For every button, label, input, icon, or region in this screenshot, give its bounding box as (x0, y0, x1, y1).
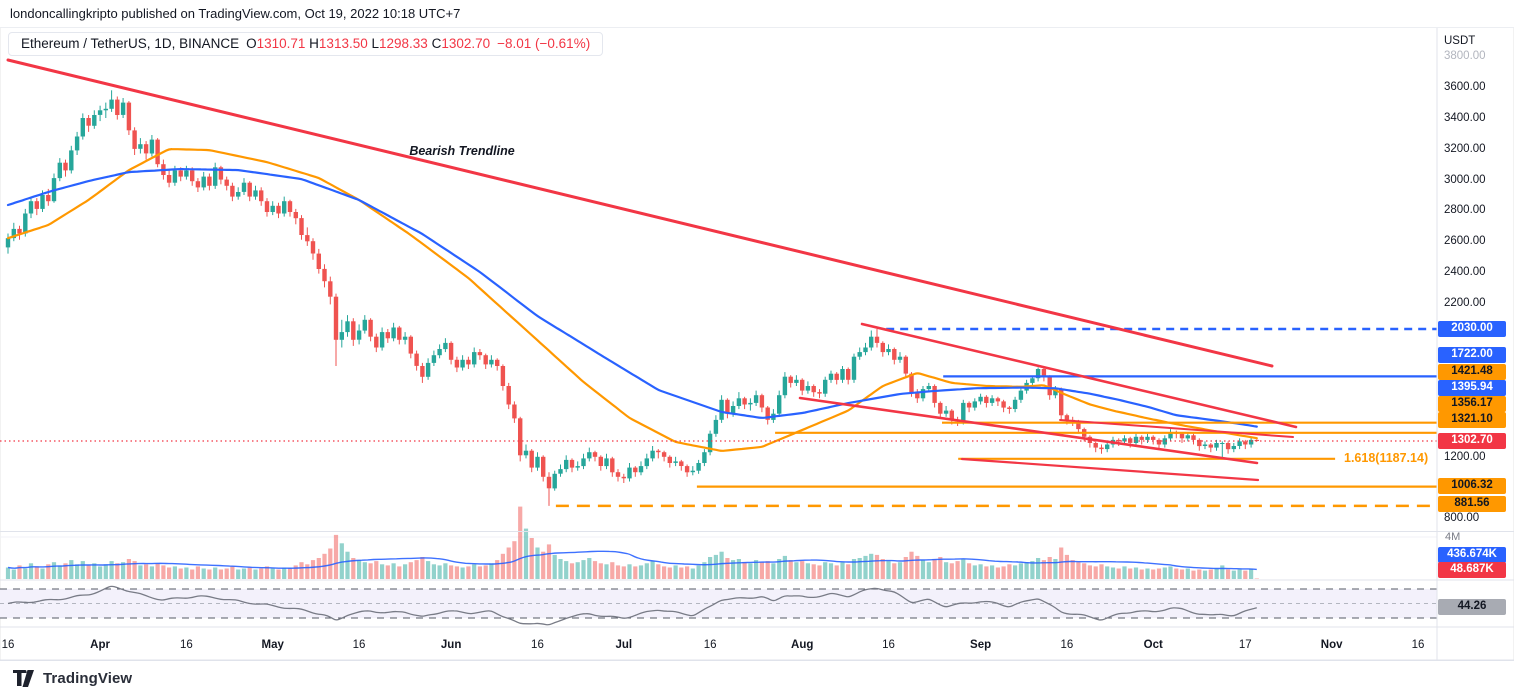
price-axis-tick: 2200.00 (1444, 296, 1486, 309)
price-axis-tick: 2400.00 (1444, 266, 1486, 279)
time-axis-day-tick: 16 (1411, 639, 1425, 651)
rsi-pane-background (0, 588, 1437, 619)
rsi-line (7, 585, 1257, 626)
volume-axis-label: 4M (1445, 531, 1461, 543)
trendline-label[interactable]: Bearish Trendline (409, 144, 515, 158)
last-price-label-pill: 1302.70 (1438, 433, 1506, 449)
price-axis-tick: 3800.00 (1444, 50, 1486, 63)
tradingview-logo-icon[interactable] (12, 668, 36, 689)
time-axis-day-tick: 16 (1060, 639, 1074, 651)
bearish-trendline (960, 457, 1260, 482)
volume-ma-label-pill: 436.674K (1438, 547, 1506, 563)
price-axis-tick: 1200.00 (1444, 450, 1486, 463)
bearish-trendline (798, 396, 1259, 465)
time-axis-day-tick: 16 (179, 639, 193, 651)
ohlc-value: 1302.70 (441, 36, 491, 51)
symbol-title: Ethereum / TetherUS, 1D, BINANCE (21, 36, 240, 51)
price-axis-tick: 3600.00 (1444, 81, 1486, 94)
attribution-bar: londoncallingkripto published on Trading… (0, 0, 1514, 28)
level-label-pill: 1722.00 (1438, 347, 1506, 363)
volume-ma-line (7, 550, 1257, 571)
candlesticks (5, 90, 1259, 506)
price-axis-unit: USDT (1444, 35, 1476, 47)
time-axis-day-tick: 16 (703, 639, 717, 651)
time-axis-day-tick: 16 (882, 639, 895, 651)
ohlc-key: L (371, 36, 379, 51)
time-axis-month-tick: Jul (615, 639, 633, 651)
level-label-pill: 881.56 (1438, 496, 1506, 512)
change-value: −8.01 (−0.61%) (497, 36, 591, 51)
price-axis-tick: 3400.00 (1444, 112, 1486, 125)
level-label-pill: 1421.48 (1438, 364, 1506, 380)
ohlc-values: O1310.71 H1313.50 L1298.33 C1302.70 (246, 36, 490, 51)
price-axis-tick: 3200.00 (1444, 142, 1486, 155)
symbol-header[interactable]: Ethereum / TetherUS, 1D, BINANCE O1310.7… (8, 32, 604, 56)
attribution-text: londoncallingkripto published on Trading… (10, 6, 461, 21)
bearish-trendline (860, 322, 1298, 429)
time-axis-day-tick: 17 (1238, 639, 1252, 651)
bearish-trendline (6, 58, 1274, 368)
ma-value-label-pill: 1395.94 (1438, 380, 1506, 396)
level-label-pill: 1356.17 (1438, 396, 1506, 412)
bottom-bar: TradingView (0, 660, 1514, 695)
ohlc-key: C (431, 36, 442, 51)
ma-fast-orange-line (6, 147, 1258, 452)
fib-label[interactable]: 1.618(1187.14) (1344, 451, 1429, 465)
price-axis-tick: 2600.00 (1444, 235, 1486, 248)
ohlc-value: 1310.71 (256, 36, 310, 51)
time-axis-day-tick: 16 (352, 639, 366, 651)
price-axis-tick: 800.00 (1444, 512, 1480, 525)
volume-last-label-pill: 48.687K (1438, 562, 1506, 578)
level-label-pill: 2030.00 (1438, 321, 1506, 337)
rsi-last-label-pill: 44.26 (1438, 599, 1506, 615)
ma-value-label-pill: 1321.10 (1438, 412, 1506, 428)
time-axis-month-tick: Oct (1143, 639, 1163, 651)
time-axis-month-tick: Nov (1320, 639, 1343, 651)
ohlc-key: H (309, 36, 319, 51)
time-axis-month-tick: May (261, 639, 284, 651)
ohlc-value: 1313.50 (318, 36, 372, 51)
time-axis-day-tick: 16 (531, 639, 544, 651)
ohlc-key: O (246, 36, 257, 51)
volume-bars (5, 506, 1259, 580)
time-axis-day-tick: 16 (1, 639, 15, 651)
ohlc-value: 1298.33 (379, 36, 432, 51)
time-axis-month-tick: Apr (90, 639, 110, 651)
price-axis-tick: 2800.00 (1444, 204, 1486, 217)
tradingview-brand-text[interactable]: TradingView (43, 669, 133, 687)
time-axis-month-tick: Jun (440, 639, 462, 651)
price-axis-tick: 3000.00 (1444, 173, 1486, 186)
ma-slow-blue-line (6, 167, 1258, 428)
time-axis-month-tick: Aug (791, 639, 814, 651)
level-label-pill: 1006.32 (1438, 478, 1506, 494)
bearish-trendline (1059, 419, 1294, 438)
time-axis-month-tick: Sep (970, 639, 992, 651)
